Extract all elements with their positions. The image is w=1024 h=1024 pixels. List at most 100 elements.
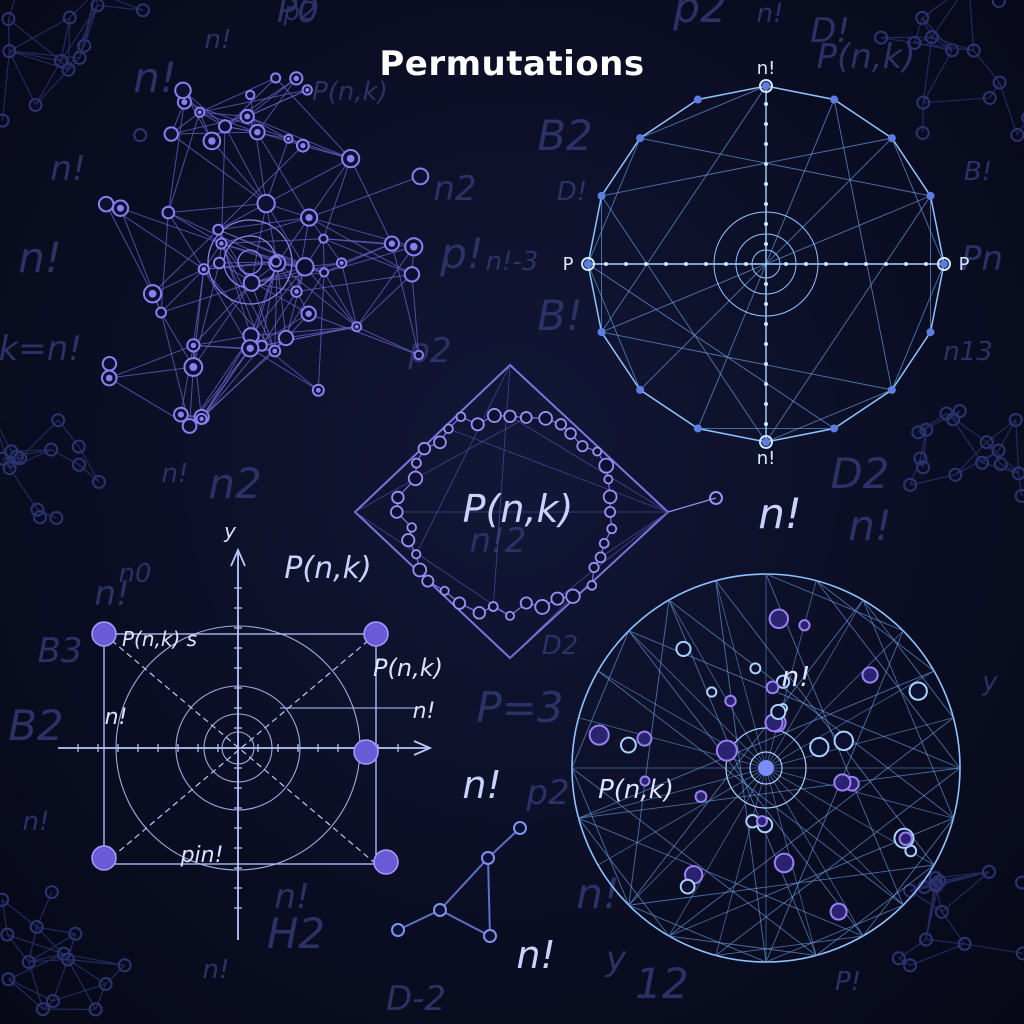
sphere-chord <box>571 630 630 769</box>
faint-node <box>916 460 931 475</box>
faint-edge <box>922 102 924 134</box>
graph-node-core <box>189 363 198 372</box>
diamond-node <box>586 580 598 591</box>
faint-edge <box>921 17 933 38</box>
faint-node <box>928 870 943 885</box>
background-symbol: n! <box>162 459 189 489</box>
wheel-tick <box>764 102 768 106</box>
faint-node <box>913 451 928 466</box>
sphere-spoke <box>765 599 864 769</box>
corner-node <box>91 621 117 647</box>
faint-edge <box>9 449 52 469</box>
wheel-tick <box>764 282 768 286</box>
graph-edge <box>323 158 352 239</box>
graph-edge <box>199 89 308 113</box>
graph-edge <box>296 273 413 293</box>
wheel-tick <box>844 262 848 266</box>
sphere-node <box>619 736 637 754</box>
wheel-tick <box>764 302 768 306</box>
concentric-ring <box>203 713 273 783</box>
graph-edge <box>308 217 413 275</box>
diamond-node <box>565 588 581 604</box>
x-axis-arrow <box>413 740 433 756</box>
faint-node <box>51 413 66 428</box>
graph-edge <box>249 347 319 391</box>
graph-edge <box>167 212 205 270</box>
faint-edge <box>67 958 106 985</box>
graph-ring <box>207 219 293 305</box>
faint-edge <box>923 97 990 104</box>
sphere-node <box>749 662 762 675</box>
graph-edge <box>246 77 297 117</box>
wheel-chord <box>587 137 641 265</box>
background-symbol: p2 <box>525 773 569 813</box>
wheel-node <box>597 328 606 337</box>
sphere-chord <box>862 599 954 819</box>
diamond-node <box>505 610 515 621</box>
graph-node-core <box>339 260 344 266</box>
diamond-node <box>534 599 551 615</box>
faint-edge <box>8 978 54 1002</box>
wheel-node <box>597 191 606 200</box>
axes-bottom-label: pin! <box>180 843 224 868</box>
faint-edge <box>8 978 44 1010</box>
diamond-node <box>433 435 447 450</box>
graph-edge <box>221 238 324 245</box>
wheel-tick <box>864 262 868 266</box>
graph-edge <box>308 158 352 218</box>
faint-edge <box>1 51 10 121</box>
faint-edge <box>922 50 953 103</box>
faint-edge <box>79 5 99 59</box>
background-symbol: D! <box>810 11 850 51</box>
faint-edge <box>989 82 1001 99</box>
sphere-chord <box>578 817 864 937</box>
graph-edge <box>201 347 251 420</box>
wheel-chord <box>587 263 835 429</box>
graph-edge <box>276 263 287 339</box>
faint-edge <box>67 959 97 1010</box>
wheel-ring <box>751 249 781 279</box>
sphere-spoke <box>765 767 864 937</box>
sphere-chord <box>815 580 935 672</box>
graph-node-core <box>294 289 299 294</box>
faint-edge <box>921 0 948 19</box>
graph-node-core <box>272 348 278 354</box>
sphere-spoke <box>715 767 767 956</box>
background-symbol: n13 <box>943 337 993 367</box>
faint-edge <box>922 37 933 103</box>
graph-edge <box>109 366 194 379</box>
faint-node <box>907 35 922 50</box>
axes-right-label: n! <box>413 699 436 724</box>
graph-node-core <box>199 416 204 422</box>
faint-node <box>1 972 16 987</box>
faint-node <box>939 406 954 421</box>
graph-node-core <box>181 99 188 106</box>
sphere-chord <box>862 817 954 937</box>
faint-node <box>0 892 10 907</box>
graph-node-core <box>190 342 197 349</box>
graph-ring <box>237 249 263 275</box>
sphere-node <box>798 619 811 632</box>
graph-edge <box>247 115 351 160</box>
background-symbol: n! <box>50 149 85 189</box>
faint-edge <box>67 17 71 70</box>
faint-edge <box>8 50 37 106</box>
background-symbol: n! <box>94 574 129 614</box>
wheel-cardinal-node <box>759 79 773 93</box>
sphere-center-node <box>758 760 774 776</box>
graph-node-core <box>286 137 291 141</box>
sphere-chord <box>628 599 864 906</box>
background-symbol: B2 <box>8 701 64 750</box>
graph-edge <box>350 158 393 244</box>
faint-node <box>135 3 150 18</box>
wheel-node <box>887 134 896 143</box>
graph-edge <box>250 266 306 336</box>
faint-node <box>918 932 933 947</box>
graph-node-core <box>117 204 124 212</box>
faint-node <box>975 455 990 470</box>
wheel-tick <box>764 162 768 166</box>
faint-node <box>874 30 889 45</box>
graph-node <box>411 167 430 186</box>
faint-edge <box>1015 419 1020 474</box>
faint-node <box>928 877 943 892</box>
